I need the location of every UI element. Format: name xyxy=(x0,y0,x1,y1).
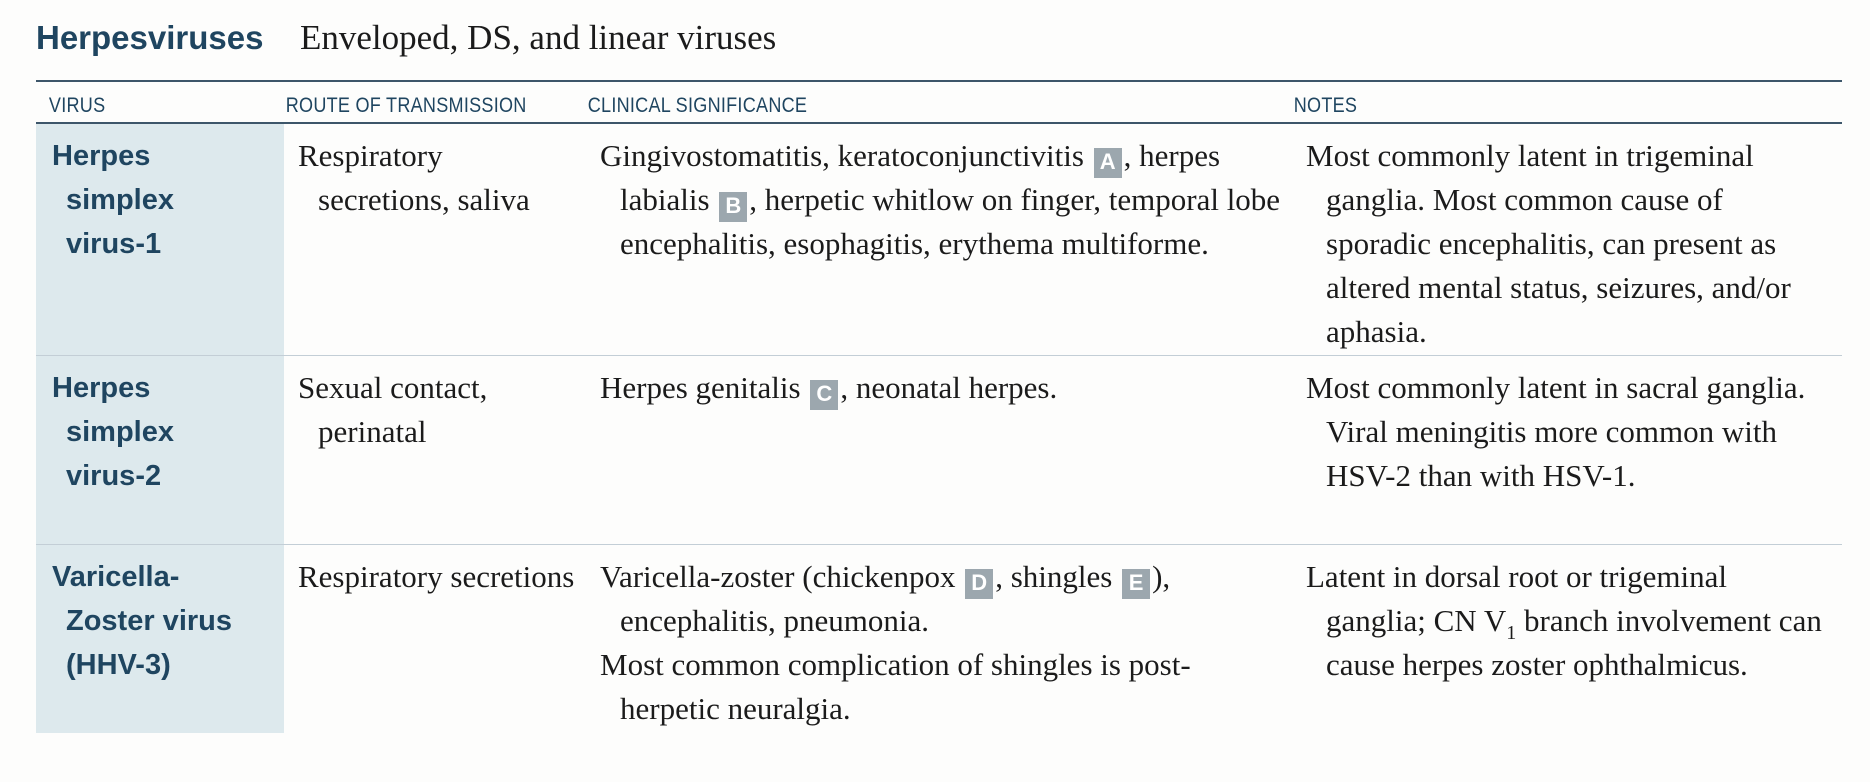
column-header-virus: VIRUS xyxy=(48,94,106,117)
route-cell: Sexual contact, perinatal xyxy=(284,356,586,544)
virus-name-line: Herpes xyxy=(52,140,151,172)
virus-name-cell: Herpes simplex virus-2 xyxy=(36,356,284,544)
clinical-text-part: , herpes labialis xyxy=(620,138,1221,217)
clinical-text-part: , herpetic whitlow on finger, temporal l… xyxy=(620,182,1281,261)
herpesviruses-table: VIRUS ROUTE OF TRANSMISSION CLINICAL SIG… xyxy=(36,80,1842,733)
image-ref-badge[interactable]: D xyxy=(965,569,994,599)
clinical-text-part: , shingles xyxy=(995,559,1113,594)
clinical-text-part: Gingivostomatitis, keratoconjunctivitis xyxy=(600,138,1084,173)
table-row: Varicella- Zoster virus (HHV-3) Respirat… xyxy=(36,545,1842,733)
virus-name-line: simplex xyxy=(66,416,174,448)
table-header-row: VIRUS ROUTE OF TRANSMISSION CLINICAL SIG… xyxy=(36,82,1842,124)
clinical-text: Herpes genitalis C, neonatal herpes. xyxy=(600,366,1284,410)
notes-text: Most commonly latent in trigeminal gangl… xyxy=(1306,138,1791,349)
route-cell: Respiratory secretions, saliva xyxy=(284,124,586,355)
notes-cell: Latent in dorsal root or trigeminal gang… xyxy=(1292,545,1842,733)
image-ref-badge[interactable]: C xyxy=(810,380,839,410)
column-header-clinical: CLINICAL SIGNIFICANCE xyxy=(587,94,808,117)
route-cell: Respiratory secretions xyxy=(284,545,586,733)
notes-text-part: Latent in dorsal root or trigeminal gang… xyxy=(1306,559,1727,638)
notes-text: Latent in dorsal root or trigeminal gang… xyxy=(1306,555,1834,687)
virus-name-line: (HHV-3) xyxy=(66,649,171,681)
clinical-text-part: Herpes genitalis xyxy=(600,370,801,405)
notes-cell: Most commonly latent in trigeminal gangl… xyxy=(1292,124,1842,355)
virus-name-line: Zoster virus xyxy=(66,605,232,637)
clinical-text-part: , neonatal herpes. xyxy=(840,370,1058,405)
clinical-cell: Gingivostomatitis, keratoconjunctivitis … xyxy=(586,124,1292,355)
table-row: Herpes simplex virus-1 Respiratory secre… xyxy=(36,124,1842,356)
virus-name-line: virus-1 xyxy=(66,228,162,260)
notes-text: Most commonly latent in sacral ganglia. … xyxy=(1306,370,1806,493)
clinical-text-part: Varicella-zoster (chickenpox xyxy=(600,559,956,594)
clinical-text: Gingivostomatitis, keratoconjunctivitis … xyxy=(600,134,1284,266)
clinical-text: Most common complication of shingles is … xyxy=(600,647,1191,726)
notes-cell: Most commonly latent in sacral ganglia. … xyxy=(1292,356,1842,544)
route-text: Sexual contact, perinatal xyxy=(298,370,488,449)
subscript: 1 xyxy=(1506,622,1517,644)
virus-name-line: simplex xyxy=(66,184,174,216)
image-ref-badge[interactable]: B xyxy=(719,192,748,222)
clinical-text: Varicella-zoster (chickenpox D, shingles… xyxy=(600,555,1284,643)
clinical-cell: Herpes genitalis C, neonatal herpes. xyxy=(586,356,1292,544)
virus-name-line: virus-2 xyxy=(66,460,162,492)
route-text: Respiratory secretions xyxy=(298,559,575,594)
virus-name-line: Varicella- xyxy=(52,561,180,593)
image-ref-badge[interactable]: A xyxy=(1093,148,1122,178)
section-title: Herpesviruses xyxy=(36,19,264,56)
notes-text-part: branch involvement can cause herpes zost… xyxy=(1326,603,1822,682)
virus-name-cell: Varicella- Zoster virus (HHV-3) xyxy=(36,545,284,733)
clinical-text-part: ), encephalitis, pneumonia. xyxy=(620,559,1171,638)
section-header: Herpesviruses Enveloped, DS, and linear … xyxy=(36,18,776,58)
image-ref-badge[interactable]: E xyxy=(1122,569,1151,599)
route-text: Respiratory secretions, saliva xyxy=(298,138,530,217)
virus-name-cell: Herpes simplex virus-1 xyxy=(36,124,284,355)
column-header-notes: NOTES xyxy=(1293,94,1358,117)
clinical-cell: Varicella-zoster (chickenpox D, shingles… xyxy=(586,545,1292,733)
section-subtitle: Enveloped, DS, and linear viruses xyxy=(300,18,777,57)
virus-name-line: Herpes xyxy=(52,372,151,404)
table-row: Herpes simplex virus-2 Sexual contact, p… xyxy=(36,356,1842,545)
column-header-route: ROUTE OF TRANSMISSION xyxy=(285,94,527,117)
